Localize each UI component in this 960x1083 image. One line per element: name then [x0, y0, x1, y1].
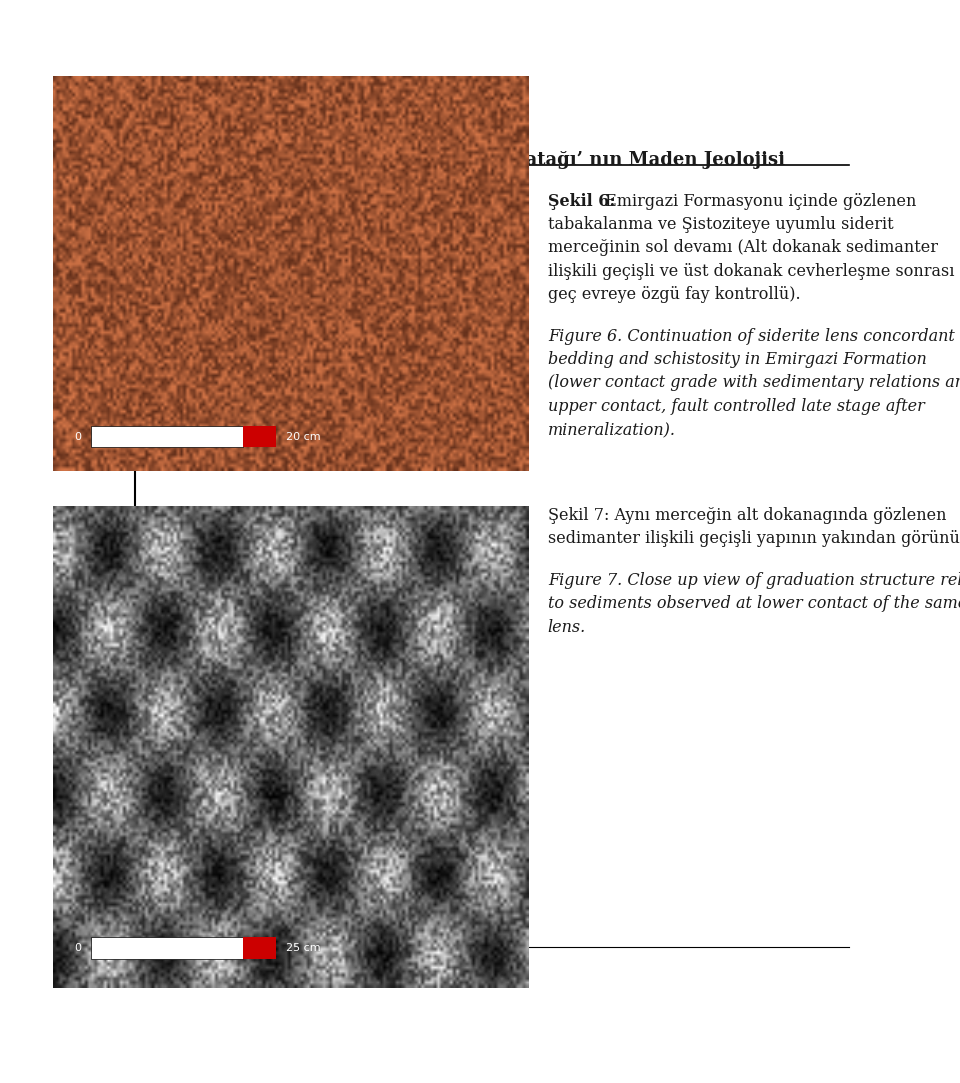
- Text: geç evreye özgü fay kontrollü).: geç evreye özgü fay kontrollü).: [548, 286, 801, 303]
- Text: Adana-Mansurlu Attepe Demir Yatağı’ nın Maden Jeolojisi: Adana-Mansurlu Attepe Demir Yatağı’ nın …: [199, 151, 785, 169]
- Text: Figure 7. Close up view of graduation structure related: Figure 7. Close up view of graduation st…: [548, 572, 960, 589]
- Text: 20 cm: 20 cm: [286, 432, 321, 442]
- Text: sedimanter ilişkili geçişli yapının yakından görünüşü.: sedimanter ilişkili geçişli yapının yakı…: [548, 531, 960, 547]
- Text: (lower contact grade with sedimentary relations and: (lower contact grade with sedimentary re…: [548, 375, 960, 391]
- Text: to sediments observed at lower contact of the same: to sediments observed at lower contact o…: [548, 596, 960, 612]
- Text: lens.: lens.: [548, 618, 586, 636]
- Text: Figure 6. Continuation of siderite lens concordant to: Figure 6. Continuation of siderite lens …: [548, 327, 960, 344]
- Text: 0: 0: [74, 943, 82, 953]
- Bar: [243, 426, 276, 447]
- Text: ilişkili geçişli ve üst dokanak cevherleşme sonrası: ilişkili geçişli ve üst dokanak cevherle…: [548, 262, 954, 279]
- Text: Emirgazi Formasyonu içinde gözlenen: Emirgazi Formasyonu içinde gözlenen: [600, 193, 917, 209]
- Text: bedding and schistosity in Emirgazi Formation: bedding and schistosity in Emirgazi Form…: [548, 351, 926, 368]
- Bar: [91, 937, 243, 958]
- Text: Şekil 6:: Şekil 6:: [548, 193, 615, 209]
- Text: tabakalanma ve Şistoziteye uyumlu siderit: tabakalanma ve Şistoziteye uyumlu sideri…: [548, 216, 894, 233]
- Text: 0: 0: [74, 432, 82, 442]
- Text: 25 cm: 25 cm: [286, 943, 321, 953]
- Text: Şekil 7: Aynı merceğin alt dokanagında gözlenen: Şekil 7: Aynı merceğin alt dokanagında g…: [548, 507, 947, 524]
- Text: merceğinin sol devamı (Alt dokanak sedimanter: merceğinin sol devamı (Alt dokanak sedim…: [548, 239, 938, 257]
- Bar: [243, 937, 276, 958]
- Bar: [91, 426, 243, 447]
- Text: 10: 10: [134, 151, 162, 169]
- Text: upper contact, fault controlled late stage after: upper contact, fault controlled late sta…: [548, 397, 924, 415]
- Text: mineralization).: mineralization).: [548, 421, 676, 438]
